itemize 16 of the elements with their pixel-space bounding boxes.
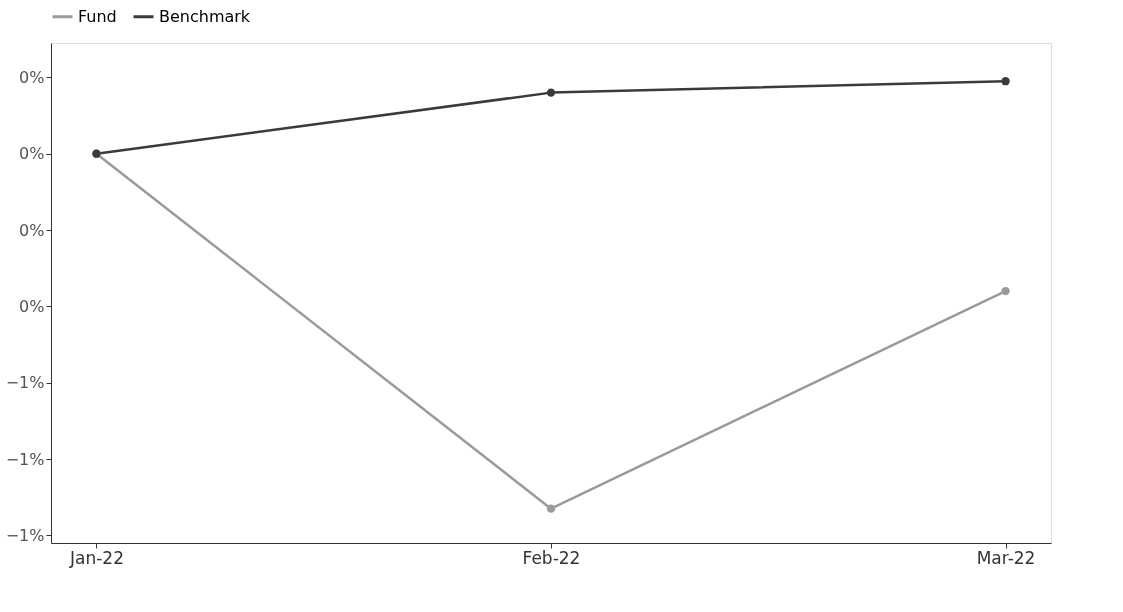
point [1001,286,1010,296]
x-tick-label: Jan-22 [68,547,124,568]
x-tick-label: Mar-22 [976,547,1036,568]
y-tick-label: −1% [5,373,45,393]
point [546,504,556,513]
y-tick-label: 0% [19,220,45,240]
y-tick-label: 0% [19,144,45,164]
point [546,88,556,97]
legend-label: Fund [78,6,117,26]
y-tick-label: 0% [19,296,45,316]
y-tick-label: −1% [5,525,45,545]
x-tick-label: Feb-22 [522,547,581,568]
point [1001,76,1010,86]
y-tick-label: −1% [5,449,45,469]
y-tick-label: 0% [19,67,45,87]
legend-label: Benchmark [159,6,251,26]
